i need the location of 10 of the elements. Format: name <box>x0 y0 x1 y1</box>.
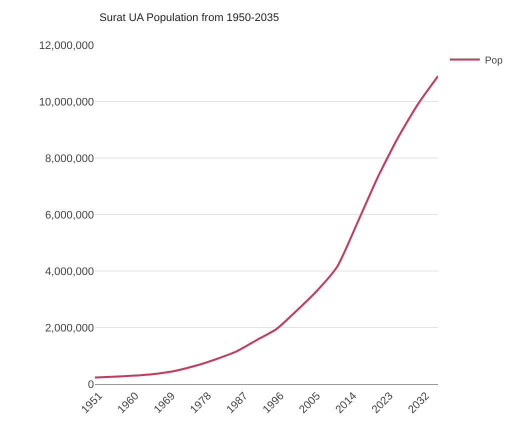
y-tick-label: 8,000,000 <box>45 152 94 165</box>
y-tick-label: 0 <box>88 378 94 391</box>
y-tick-label: 2,000,000 <box>45 322 94 334</box>
y-tick-label: 6,000,000 <box>45 209 94 222</box>
y-tick-label: 12,000,000 <box>38 40 94 52</box>
y-tick-label: 4,000,000 <box>45 266 94 278</box>
y-tick-label: 10,000,000 <box>38 96 94 108</box>
chart-title: Surat UA Population from 1950-2035 <box>99 12 280 24</box>
legend-label: Pop <box>484 55 504 66</box>
line-series <box>95 75 438 378</box>
